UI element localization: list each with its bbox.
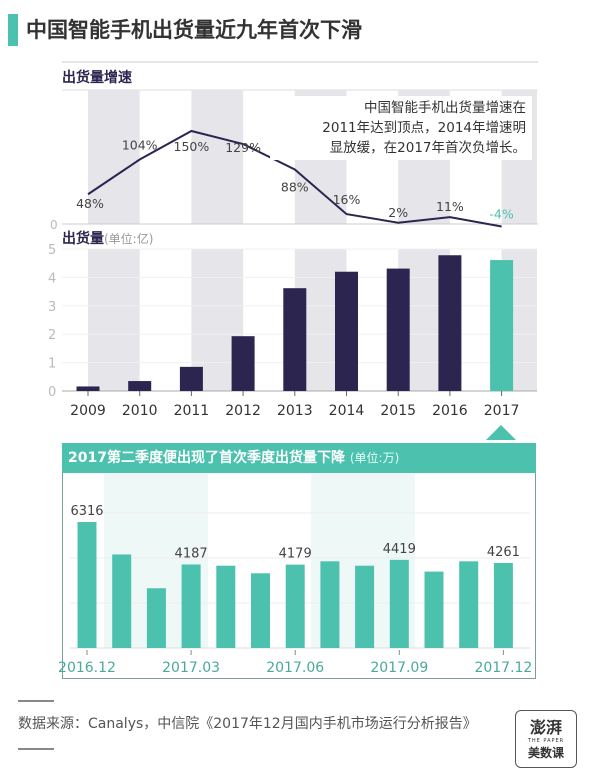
bar-2013 — [283, 288, 307, 391]
data-label: 104% — [122, 138, 158, 153]
data-label: 150% — [174, 139, 210, 154]
footer-divider — [18, 748, 54, 750]
y-tick-label: 0 — [48, 385, 56, 400]
y-tick-label: 2 — [48, 328, 56, 343]
background-band — [88, 249, 140, 391]
bar-2017.10 — [424, 571, 444, 648]
bar-2017 — [490, 260, 514, 391]
bar-2016 — [438, 255, 462, 391]
growth-line — [87, 129, 502, 228]
y-tick-label: 5 — [48, 243, 56, 258]
bar-2011 — [179, 366, 203, 391]
shipment-chart-title: 出货量(单位:亿) — [62, 228, 153, 248]
data-label: 88% — [281, 179, 309, 194]
bar-2017.07 — [320, 561, 340, 648]
growth-annotation: 中国智能手机出货量增速在 2011年达到顶点，2014年增速明 显放缓，在201… — [270, 96, 532, 160]
bar-2017.02 — [146, 588, 166, 648]
data-label: 4187 — [175, 546, 208, 561]
bar-2017.09 — [389, 559, 409, 648]
page-title: 中国智能手机出货量近九年首次下滑 — [26, 18, 362, 42]
monthly-chart-title: 2017第二季度便出现了首次季度出货量下降 (单位:万) — [62, 443, 536, 473]
x-tick-label: 2017 — [484, 403, 520, 419]
x-tick-label: 2017.09 — [370, 660, 428, 676]
x-tick-label: 2010 — [122, 403, 158, 419]
background-band — [191, 90, 244, 224]
bar-2017.11 — [459, 561, 479, 648]
data-source: 数据来源：Canalys，中信院《2017年12月国内手机市场运行分析报告》 — [18, 716, 477, 732]
data-label: 6316 — [70, 504, 103, 519]
monthly-chart: 6316 2016.12 4187 2017.03 4179 2017.06 4419 201… — [58, 467, 532, 676]
x-tick-label: 2009 — [70, 403, 106, 419]
shipment-unit: (单位:亿) — [104, 232, 154, 246]
data-label: 48% — [76, 196, 104, 211]
bar-2012 — [231, 336, 255, 391]
annotation-line: 2011年达到顶点，2014年增速明 — [322, 120, 526, 136]
data-label: 16% — [333, 192, 361, 207]
x-tick-label: 2017.12 — [474, 660, 532, 676]
footer-divider — [18, 700, 54, 702]
bar-2017.05 — [251, 573, 270, 648]
bar-2016.12 — [77, 522, 97, 648]
annotation-line: 显放缓，在2017年首次负增长。 — [329, 140, 526, 156]
x-tick-label: 2016.12 — [58, 660, 116, 676]
logo: 澎湃 THE PAPER 美数课 — [515, 710, 577, 768]
bar-2015 — [386, 268, 410, 391]
bar-2017.03 — [181, 564, 201, 648]
data-label: 4419 — [383, 542, 416, 557]
logo-column: 美数课 — [527, 746, 564, 760]
bar-2014 — [335, 271, 358, 391]
title-accent-bar — [8, 14, 18, 46]
bar-2017.06 — [285, 564, 305, 648]
bar-2010 — [128, 381, 152, 391]
background-band — [88, 90, 140, 224]
monthly-title-text: 2017第二季度便出现了首次季度出货量下降 — [68, 450, 345, 466]
data-label: 4179 — [279, 547, 312, 562]
x-tick-label: 2015 — [380, 403, 416, 419]
data-label: 2% — [388, 205, 408, 220]
bar-2017.12 — [493, 562, 513, 648]
data-label: 11% — [436, 199, 464, 214]
monthly-unit: (单位:万) — [349, 451, 400, 465]
logo-name: 澎湃 — [529, 718, 562, 737]
y-tick-label: 4 — [48, 271, 56, 286]
x-tick-label: 2012 — [225, 403, 261, 419]
bar-2017.01 — [112, 554, 132, 648]
y-tick-label: 1 — [48, 357, 56, 372]
x-tick-label: 2017.03 — [162, 660, 220, 676]
x-tick-label: 2013 — [277, 403, 313, 419]
data-label: 4261 — [487, 545, 520, 560]
bar-2009 — [76, 386, 100, 391]
y-tick-label: 3 — [48, 300, 56, 315]
data-label: -4% — [489, 206, 513, 221]
x-tick-label: 2011 — [174, 403, 210, 419]
data-label: 129% — [225, 140, 261, 155]
callout-pointer — [486, 425, 516, 440]
logo-sub: THE PAPER — [527, 738, 565, 744]
shipment-title-text: 出货量 — [62, 231, 104, 247]
x-tick-label: 2017.06 — [266, 660, 324, 676]
annotation-line: 中国智能手机出货量增速在 — [364, 100, 526, 116]
growth-chart-title: 出货量增速 — [62, 70, 132, 86]
y-tick-label: 0 — [50, 218, 58, 232]
bar-2017.04 — [216, 565, 236, 648]
x-tick-label: 2016 — [432, 403, 468, 419]
x-tick-label: 2014 — [329, 403, 365, 419]
bar-2017.08 — [355, 565, 375, 648]
